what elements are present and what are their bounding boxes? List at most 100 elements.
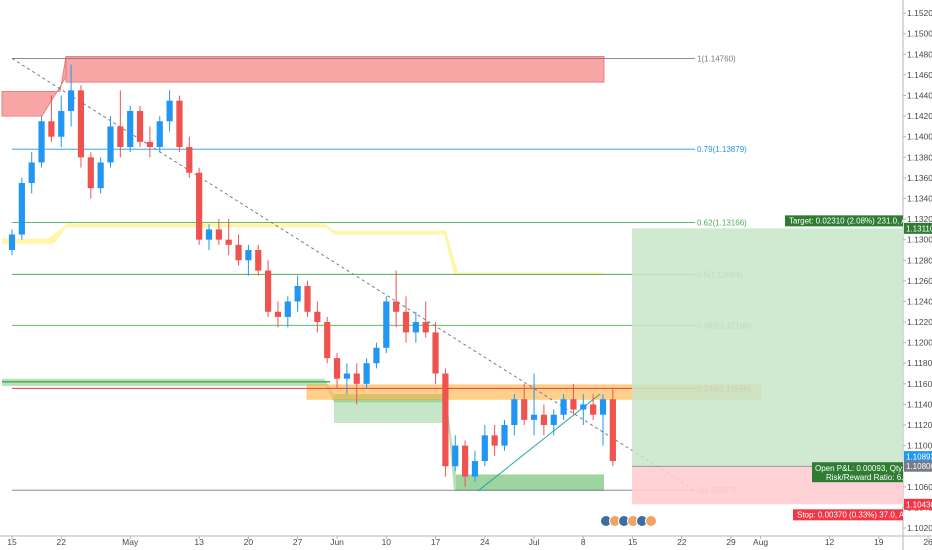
long-position-tool[interactable]: Target: 0.02310 (2.08%) 231.0, Am Open P&…	[632, 215, 916, 521]
candle-body	[383, 301, 390, 348]
candle-body	[245, 249, 252, 261]
pnl-label-bg	[812, 462, 903, 483]
time-tick-label: 8	[581, 537, 586, 547]
candle-body	[481, 435, 488, 462]
candle	[97, 157, 104, 194]
candle	[107, 116, 114, 168]
candle-body	[255, 249, 262, 271]
stop-label-bg	[793, 509, 903, 521]
rising-trend-line[interactable]	[477, 393, 601, 492]
price-tag-label: 1.10430	[906, 500, 932, 509]
candle-body	[412, 322, 419, 333]
fib-level-label: 0.79(1.13879)	[697, 145, 747, 154]
price-tick-label: 1.14200	[907, 111, 932, 121]
risk-reward-label: Risk/Reward Ratio: 6.24	[826, 473, 913, 482]
candle	[186, 136, 193, 178]
candle	[580, 394, 587, 426]
time-tick-label: May	[122, 537, 139, 547]
time-tick-label: 13	[194, 537, 204, 547]
time-tick-label: 24	[480, 537, 490, 547]
candle	[521, 383, 528, 426]
time-tick-label: 15	[628, 537, 638, 547]
candle-body	[176, 100, 183, 148]
time-tick-label: Aug	[753, 537, 768, 547]
time-tick-label: 29	[726, 537, 736, 547]
candle	[402, 296, 410, 343]
candle	[77, 85, 85, 168]
candle	[422, 301, 429, 338]
candle-body	[136, 110, 144, 142]
candle	[146, 126, 153, 158]
candle	[127, 105, 134, 153]
candle	[176, 95, 183, 153]
candle-body	[87, 157, 94, 189]
candle	[491, 425, 498, 456]
candle-body	[393, 301, 400, 312]
supply-zone	[65, 55, 605, 83]
candle-body	[284, 301, 291, 317]
price-tick-label: 1.13600	[907, 173, 932, 183]
candle-body	[373, 347, 380, 364]
candle	[255, 244, 262, 276]
candle-body	[432, 332, 439, 374]
target-label: Target: 0.02310 (2.08%) 231.0, Am	[789, 216, 913, 225]
price-axis[interactable]: 1.15200 1.15000 1.14800 1.14600 1.14400 1.142…	[903, 8, 932, 533]
candle	[274, 301, 282, 328]
candle-body	[274, 311, 282, 317]
candle-body	[599, 399, 607, 415]
candle	[68, 64, 75, 127]
candle-body	[156, 121, 163, 148]
watermark-logo	[600, 515, 657, 527]
candle	[609, 388, 616, 467]
time-tick-label: 15	[7, 537, 17, 547]
green-demand-base	[456, 474, 604, 491]
price-tick-label: 1.13200	[907, 214, 932, 224]
price-tick-label: 1.11800	[907, 358, 932, 368]
candle	[225, 219, 232, 256]
price-tag-label: 1.10800	[906, 462, 932, 471]
candle-body	[343, 373, 350, 379]
pnl-label: Open P&L: 0.00093, Qty: 64	[815, 464, 916, 473]
price-tick-label: 1.14600	[907, 70, 932, 80]
candle	[235, 234, 242, 266]
candle	[205, 224, 213, 250]
price-tick-label: 1.12800	[907, 255, 932, 265]
fib-level-label: 0.62(1.13166)	[697, 219, 747, 228]
candle	[343, 363, 350, 395]
candle	[560, 394, 567, 420]
price-tag	[904, 460, 932, 472]
candle	[314, 301, 321, 333]
candle	[363, 358, 370, 389]
candle-body	[471, 461, 479, 477]
candle-body	[294, 286, 301, 302]
candle-body	[304, 286, 311, 312]
diagonal-trend-line[interactable]	[11, 58, 696, 491]
candle-body	[186, 147, 193, 173]
price-tick-label: 1.12400	[907, 296, 932, 306]
trend-lines[interactable]	[11, 58, 696, 492]
time-tick-label: 27	[293, 537, 303, 547]
time-axis[interactable]: 15 22 May 13 20 27 Jun 10 17 24 Jul 8 15 22 29 Aug 12 19 2…	[7, 536, 932, 547]
candle-body	[452, 445, 459, 467]
candle-body	[77, 90, 85, 158]
candle-body	[560, 399, 567, 415]
candle	[373, 342, 380, 369]
candle	[570, 383, 577, 415]
candle-body	[127, 110, 134, 148]
price-tick-label: 1.12200	[907, 317, 932, 327]
candle-body	[18, 183, 25, 235]
candle-body	[107, 126, 114, 163]
candle-body	[97, 162, 104, 189]
candle-body	[353, 373, 360, 384]
candle-body	[580, 404, 587, 410]
candle-body	[8, 234, 16, 250]
candle	[452, 435, 459, 472]
time-tick-label: 22	[57, 537, 67, 547]
price-tick-label: 1.13000	[907, 235, 932, 245]
candle	[393, 270, 400, 328]
candle	[333, 352, 341, 389]
candlesticks	[8, 64, 616, 487]
candle-body	[511, 399, 518, 426]
candle-body	[38, 121, 45, 163]
